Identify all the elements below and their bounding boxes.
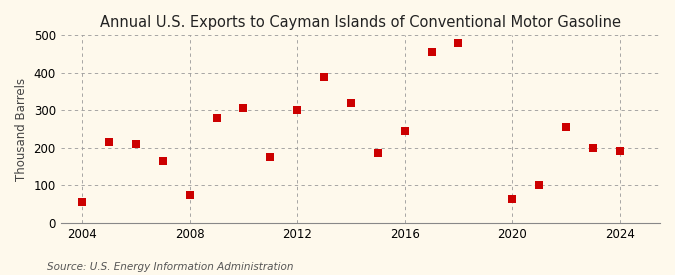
Point [238,106,249,111]
Point [104,140,115,144]
Point [346,101,356,105]
Point [157,159,168,163]
Y-axis label: Thousand Barrels: Thousand Barrels [15,78,28,181]
Point [400,129,410,133]
Point [507,196,518,201]
Point [587,146,598,150]
Point [560,125,571,130]
Point [292,108,302,112]
Point [614,149,625,153]
Point [184,192,195,197]
Point [453,41,464,45]
Point [373,151,383,156]
Text: Source: U.S. Energy Information Administration: Source: U.S. Energy Information Administ… [47,262,294,272]
Point [211,116,222,120]
Point [534,183,545,188]
Title: Annual U.S. Exports to Cayman Islands of Conventional Motor Gasoline: Annual U.S. Exports to Cayman Islands of… [100,15,621,30]
Point [130,142,141,146]
Point [319,75,329,79]
Point [426,50,437,54]
Point [77,200,88,204]
Point [265,155,275,160]
